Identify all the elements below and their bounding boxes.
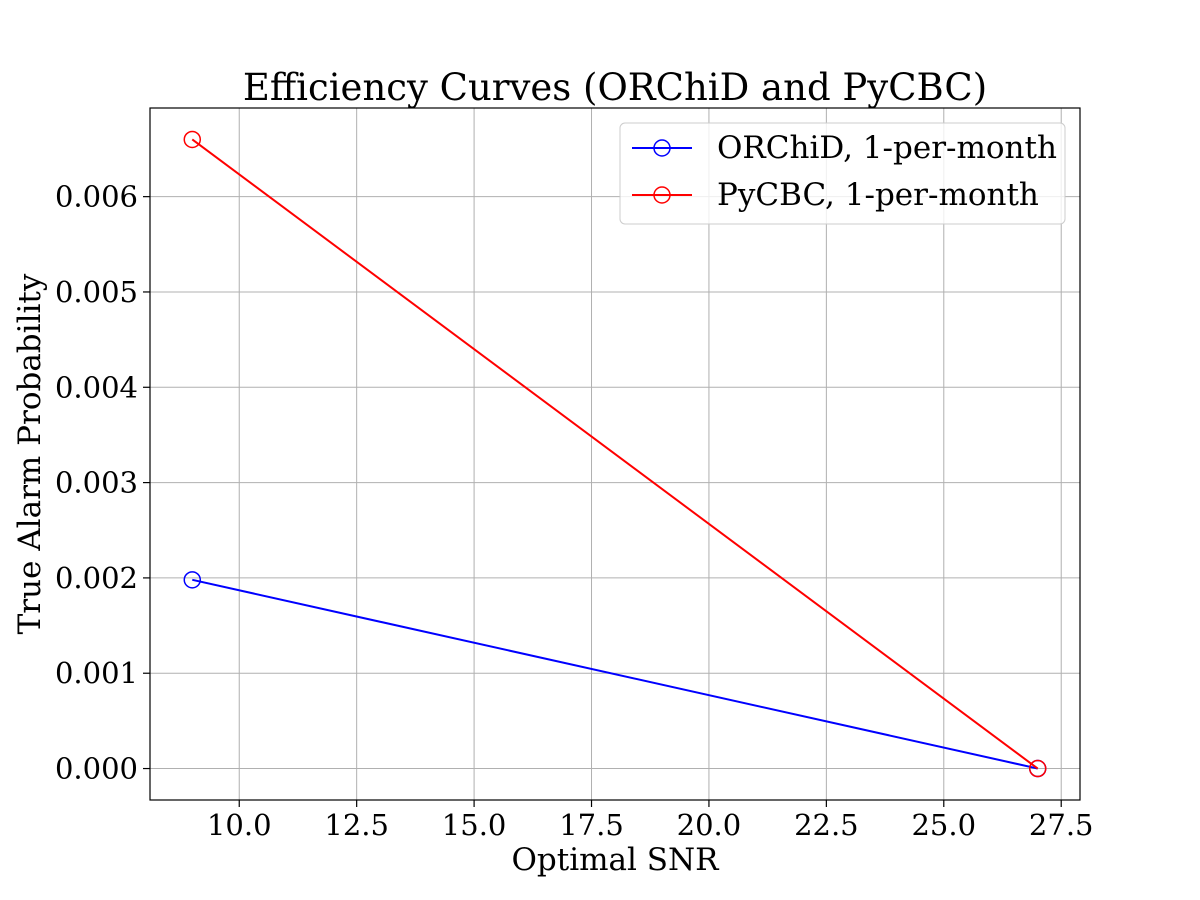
x-axis-label: Optimal SNR <box>512 842 721 878</box>
x-tick-label: 12.5 <box>324 808 389 842</box>
y-tick-label: 0.002 <box>55 561 138 595</box>
x-tick-label: 17.5 <box>559 808 624 842</box>
y-tick-label: 0.006 <box>55 180 138 214</box>
data-point <box>183 130 202 149</box>
y-tick-label: 0.001 <box>55 656 138 690</box>
y-tick-label: 0.005 <box>55 275 138 309</box>
series-layer <box>183 130 1047 778</box>
data-point <box>1028 759 1047 778</box>
axes-frame <box>149 107 1081 801</box>
legend-label: ORChiD, 1-per-month <box>717 130 1057 166</box>
data-point <box>183 571 202 589</box>
x-tick-label: 22.5 <box>794 808 859 842</box>
y-axis-label: True Alarm Probability <box>12 273 48 634</box>
series-line <box>191 138 1039 770</box>
tick-layer: 10.0 12.5 15.0 17.5 20.0 22.5 25.0 27.5 0.000 0.0… <box>55 180 1094 842</box>
legend-marker <box>653 139 671 157</box>
series-line <box>192 578 1038 770</box>
x-tick-label: 10.0 <box>207 808 272 842</box>
chart-title: Efficiency Curves (ORChiD and PyCBC) <box>243 66 987 109</box>
legend-label: PyCBC, 1-per-month <box>717 177 1039 213</box>
y-tick-label: 0.004 <box>55 370 138 404</box>
legend-marker <box>653 186 671 204</box>
y-tick-label: 0.000 <box>55 752 138 786</box>
y-tick-label: 0.003 <box>55 466 138 500</box>
legend-box <box>619 122 1066 225</box>
x-tick-label: 20.0 <box>677 808 742 842</box>
legend: ORChiD, 1-per-month PyCBC, 1-per-month <box>619 122 1066 225</box>
x-tick-label: 27.5 <box>1029 808 1094 842</box>
x-tick-label: 25.0 <box>911 808 976 842</box>
x-tick-label: 15.0 <box>442 808 507 842</box>
